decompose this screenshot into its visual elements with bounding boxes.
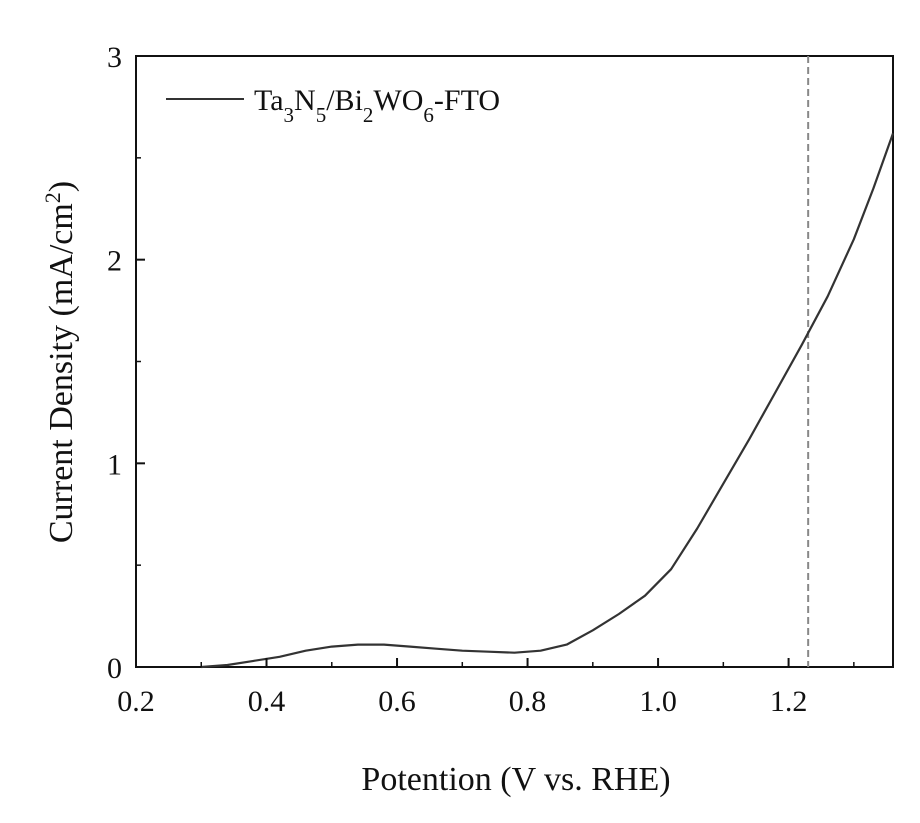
plot-border [136, 56, 893, 667]
y-axis-title-group: Current Density (mA/cm2) [40, 181, 81, 543]
y-axis-title-tail: ) [43, 181, 80, 192]
x-tick-label: 1.2 [770, 685, 808, 718]
legend-label-part: Ta [254, 84, 284, 117]
y-tick-label: 2 [107, 245, 122, 278]
plot-frame [136, 56, 893, 667]
series-line [201, 133, 893, 667]
y-tick-label: 1 [107, 448, 122, 481]
legend-label-subscript: 3 [284, 103, 295, 127]
legend-label-subscript: 6 [423, 103, 434, 127]
legend-label-part: /Bi [326, 84, 363, 117]
y-axis-title-base: Current Density (mA/cm [43, 203, 80, 543]
legend-label-part: N [294, 84, 316, 117]
legend: Ta3N5/Bi2WO6-FTO [166, 84, 500, 127]
y-axis-title-sup: 2 [40, 192, 65, 203]
y-tick-label: 3 [107, 41, 122, 74]
legend-label-subscript: 5 [316, 103, 327, 127]
series-layer [201, 133, 893, 667]
x-tick-label: 0.8 [509, 685, 547, 718]
x-tick-label: 0.2 [117, 685, 155, 718]
y-tick-label: 0 [107, 652, 122, 685]
x-tick-label: 0.4 [248, 685, 286, 718]
x-tick-label: 0.6 [378, 685, 416, 718]
x-axis-title: Potention (V vs. RHE) [361, 761, 670, 798]
y-axis-title: Current Density (mA/cm2) [40, 181, 81, 543]
legend-label: Ta3N5/Bi2WO6-FTO [254, 84, 500, 127]
x-tick-label: 1.0 [639, 685, 677, 718]
legend-label-subscript: 2 [363, 103, 374, 127]
legend-label-part: WO [373, 84, 423, 117]
legend-label-part: -FTO [434, 84, 500, 117]
ticks-layer: 0.2 0.4 0.6 0.8 1.0 1.2 0 1 2 3 [107, 41, 854, 718]
